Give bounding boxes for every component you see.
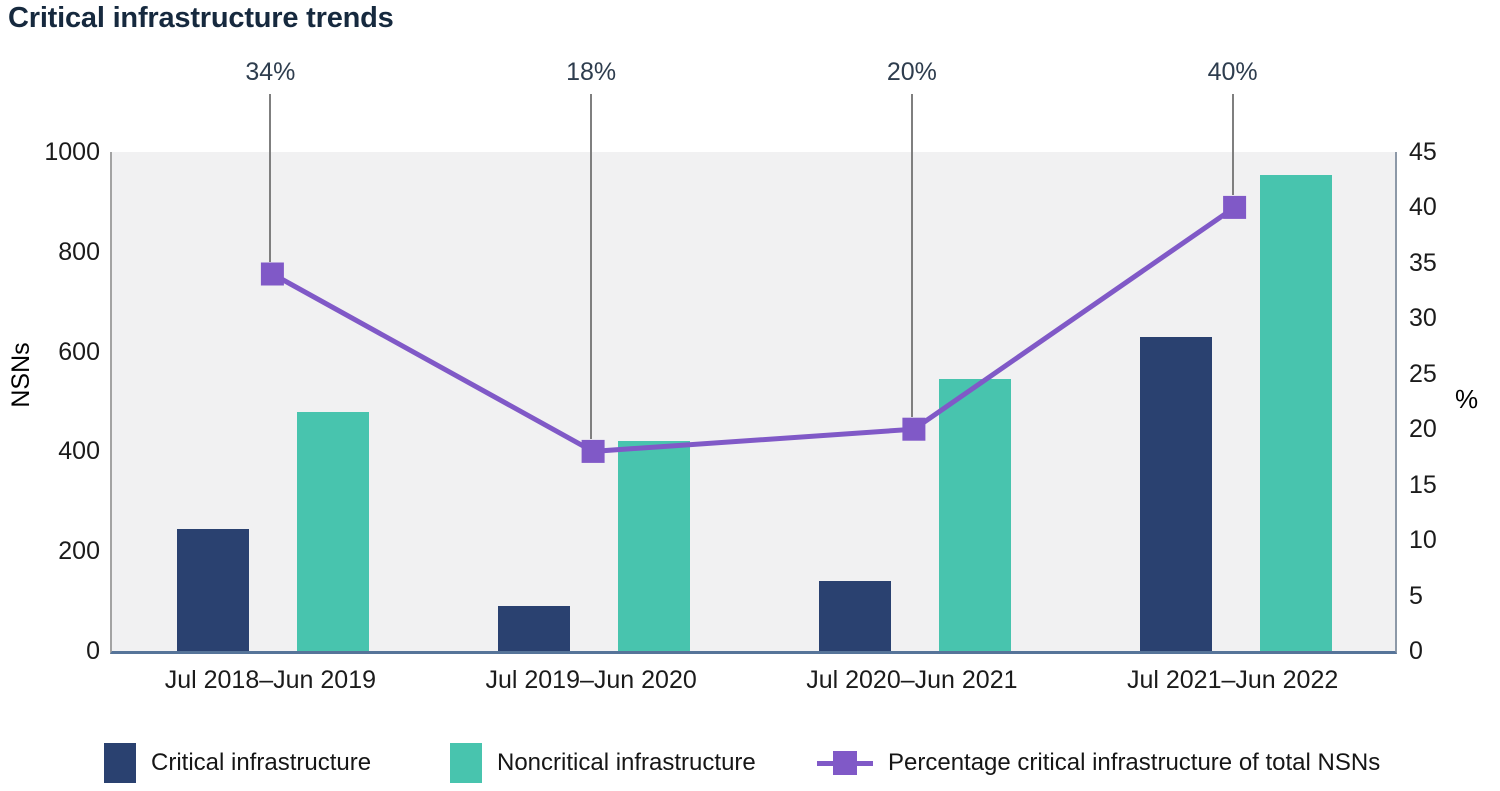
left-axis-tick: 1000 bbox=[44, 138, 100, 166]
callout-leader-line bbox=[1231, 94, 1234, 196]
left-axis-tick: 200 bbox=[58, 537, 100, 566]
right-axis-tick: 20 bbox=[1409, 415, 1437, 444]
callout-leader-line bbox=[269, 94, 272, 262]
right-axis-tick: 10 bbox=[1409, 526, 1437, 555]
critical-bar bbox=[498, 606, 571, 651]
percentage-line-layer bbox=[260, 195, 1247, 463]
callout-leader-line bbox=[910, 94, 913, 418]
left-axis-title: NSNs bbox=[7, 342, 35, 408]
percentage-callout-label: 20% bbox=[886, 58, 937, 86]
critical-bar bbox=[177, 528, 250, 651]
noncritical-bar bbox=[1259, 174, 1332, 651]
x-axis-category-label: Jul 2018–Jun 2019 bbox=[164, 666, 377, 694]
percentage-callout-label: 18% bbox=[566, 58, 617, 86]
noncritical-swatch bbox=[450, 743, 482, 783]
right-axis-tick: 30 bbox=[1409, 304, 1437, 333]
plot-area bbox=[110, 152, 1397, 654]
critical-bar bbox=[818, 581, 891, 651]
left-axis-tick: 800 bbox=[58, 237, 100, 266]
percentage-marker bbox=[260, 262, 284, 286]
callout-leader-line bbox=[590, 94, 593, 440]
right-axis-title: % bbox=[1455, 384, 1479, 414]
right-axis-tick: 5 bbox=[1409, 581, 1423, 610]
percentage-marker bbox=[581, 439, 605, 463]
right-axis-tick: 45 bbox=[1409, 138, 1437, 166]
percentage-line-swatch bbox=[817, 750, 873, 776]
legend-item-percentage: Percentage critical infrastructure of to… bbox=[817, 740, 1380, 786]
legend-label-percentage: Percentage critical infrastructure of to… bbox=[888, 749, 1381, 776]
right-axis-tick: 0 bbox=[1409, 637, 1423, 665]
x-axis-category-label: Jul 2019–Jun 2020 bbox=[485, 666, 697, 694]
percentage-callout-label: 34% bbox=[245, 58, 296, 86]
right-axis-tick: 40 bbox=[1409, 193, 1437, 222]
x-axis-category-label: Jul 2021–Jun 2022 bbox=[1126, 666, 1339, 694]
x-axis-category-label: Jul 2020–Jun 2021 bbox=[806, 666, 1018, 694]
percentage-line-swatch-marker bbox=[833, 751, 857, 775]
percentage-callout-label: 40% bbox=[1207, 58, 1258, 86]
critical-bar bbox=[1139, 336, 1212, 651]
noncritical-bar bbox=[618, 441, 691, 651]
left-axis-tick: 400 bbox=[58, 437, 100, 466]
legend-label-noncritical: Noncritical infrastructure bbox=[497, 749, 756, 776]
noncritical-bar bbox=[297, 411, 370, 651]
noncritical-bar bbox=[938, 379, 1011, 651]
percentage-marker bbox=[902, 417, 926, 441]
critical-swatch bbox=[104, 743, 136, 783]
legend-label-critical: Critical infrastructure bbox=[151, 749, 372, 776]
percentage-line bbox=[271, 205, 1237, 454]
left-axis-tick: 0 bbox=[86, 637, 100, 665]
percentage-marker bbox=[1223, 195, 1247, 219]
right-axis-tick: 15 bbox=[1409, 470, 1437, 499]
right-axis-tick: 25 bbox=[1409, 359, 1437, 388]
chart-title: Critical infrastructure trends bbox=[8, 2, 394, 34]
left-axis-tick: 600 bbox=[58, 337, 100, 366]
legend-item-critical: Critical infrastructure bbox=[104, 740, 371, 786]
right-axis-tick: 35 bbox=[1409, 248, 1437, 277]
legend-item-noncritical: Noncritical infrastructure bbox=[450, 740, 756, 786]
